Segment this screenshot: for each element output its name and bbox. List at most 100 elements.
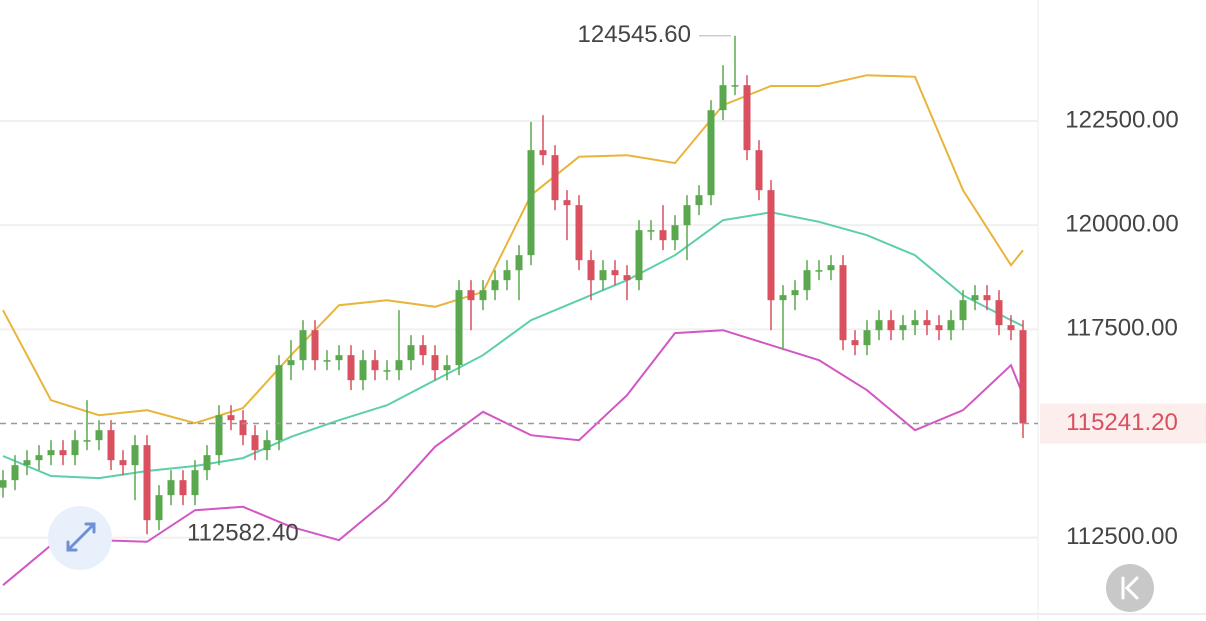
candle-body — [887, 320, 895, 331]
candle-body — [131, 445, 139, 466]
candle-body — [239, 420, 247, 436]
candle-body — [839, 265, 847, 341]
candle-body — [851, 340, 859, 346]
candle-body — [515, 255, 523, 271]
candle-body — [815, 270, 823, 272]
candle-body — [455, 290, 463, 366]
candle-body — [923, 320, 931, 326]
candle-body — [1019, 330, 1027, 424]
candle-body — [635, 230, 643, 281]
candle-body — [719, 85, 727, 111]
max-label: 124545.60 — [578, 21, 691, 48]
candle-body — [431, 355, 439, 371]
candle-body — [323, 360, 331, 362]
candle-body — [347, 355, 355, 381]
candle-body — [107, 430, 115, 461]
candle-body — [155, 495, 163, 521]
candle-body — [995, 300, 1003, 326]
candle-body — [695, 195, 703, 206]
back-button[interactable] — [1106, 564, 1154, 612]
y-tick-label: 117500.00 — [1066, 315, 1178, 342]
candle-body — [275, 365, 283, 441]
candle-body — [803, 270, 811, 291]
last-price-label: 115241.20 — [1066, 409, 1178, 436]
candle-body — [95, 430, 103, 441]
candle-body — [1007, 325, 1015, 331]
candle-body — [467, 290, 475, 301]
candle-body — [263, 440, 271, 451]
candle-body — [359, 360, 367, 381]
candle-body — [251, 435, 259, 451]
candle-body — [947, 320, 955, 331]
grid: 112500.00 117500.00 120000.00 122500.00 — [0, 106, 1179, 550]
candle-body — [383, 370, 391, 372]
candle-body — [191, 470, 199, 496]
candle-body — [827, 265, 835, 271]
candle-body — [587, 260, 595, 281]
candle-body — [11, 465, 19, 481]
candle-body — [215, 415, 223, 456]
y-tick-label: 112500.00 — [1066, 523, 1178, 550]
candle-body — [863, 330, 871, 346]
candles — [0, 35, 1027, 535]
candle-body — [23, 460, 31, 466]
candle-body — [575, 205, 583, 261]
candle-body — [47, 450, 55, 456]
candle-body — [179, 480, 187, 496]
candle-body — [875, 320, 883, 331]
candle-body — [35, 455, 43, 461]
candle-body — [203, 455, 211, 471]
candle-body — [551, 155, 559, 201]
expand-button[interactable] — [48, 506, 112, 570]
candle-body — [911, 320, 919, 326]
candle-body — [899, 325, 907, 331]
band-line — [2, 74, 1024, 425]
candle-body — [731, 85, 739, 87]
candle-body — [959, 300, 967, 321]
candle-body — [563, 200, 571, 206]
candle-body — [539, 150, 547, 156]
candle-body — [167, 480, 175, 496]
candle-body — [287, 360, 295, 366]
candle-body — [791, 290, 799, 296]
last-price-box — [1040, 403, 1206, 444]
candle-body — [395, 360, 403, 371]
candle-body — [623, 275, 631, 281]
candle-body — [227, 415, 235, 421]
candle-body — [311, 330, 319, 361]
candle-body — [503, 270, 511, 281]
candle-body — [647, 230, 655, 232]
candle-body — [767, 190, 775, 301]
candle-body — [335, 355, 343, 361]
candle-body — [527, 150, 535, 256]
candle-body — [935, 325, 943, 331]
candle-body — [983, 295, 991, 301]
candle-body — [443, 365, 451, 371]
candle-body — [371, 360, 379, 371]
candle-body — [407, 345, 415, 361]
band-line — [2, 211, 1024, 480]
candle-body — [971, 295, 979, 301]
candle-body — [479, 290, 487, 301]
y-tick-label: 122500.00 — [1065, 106, 1178, 133]
candle-body — [611, 270, 619, 276]
candle-body — [683, 205, 691, 226]
candle-body — [671, 225, 679, 241]
candle-body — [119, 460, 127, 466]
candle-body — [491, 280, 499, 291]
candle-body — [779, 295, 787, 301]
candle-body — [299, 330, 307, 361]
annotations: 115241.20 124545.60 112582.40 — [0, 21, 1206, 547]
band-line — [2, 329, 1024, 586]
candle-body — [71, 440, 79, 456]
candle-body — [419, 345, 427, 356]
candle-body — [599, 270, 607, 281]
min-label: 112582.40 — [187, 520, 299, 547]
candle-body — [143, 445, 151, 521]
candle-body — [755, 150, 763, 191]
candle-body — [707, 110, 715, 196]
candle-body — [59, 450, 67, 456]
candle-body — [0, 480, 7, 488]
y-tick-label: 120000.00 — [1065, 211, 1178, 238]
